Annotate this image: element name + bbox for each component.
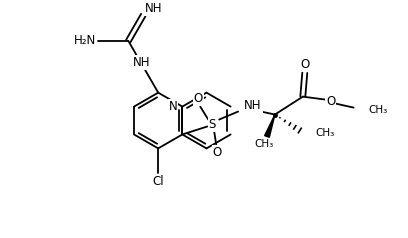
Text: CH₃: CH₃: [368, 104, 388, 114]
Text: O: O: [213, 146, 222, 159]
Text: NH: NH: [133, 56, 150, 69]
Text: O: O: [326, 95, 335, 108]
Text: CH₃: CH₃: [254, 139, 274, 149]
Text: H₂N: H₂N: [74, 35, 96, 47]
Text: NH: NH: [244, 99, 262, 112]
Text: Cl: Cl: [153, 175, 164, 188]
Text: O: O: [194, 92, 203, 105]
Text: N: N: [169, 100, 177, 113]
Text: S: S: [208, 118, 216, 131]
Text: O: O: [300, 58, 309, 71]
Text: CH₃: CH₃: [316, 129, 335, 139]
Text: NH: NH: [145, 2, 163, 15]
Polygon shape: [265, 114, 275, 137]
